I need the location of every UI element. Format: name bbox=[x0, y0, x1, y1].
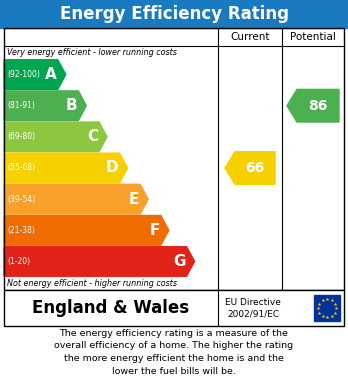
Text: (81-91): (81-91) bbox=[7, 101, 35, 110]
Text: (39-54): (39-54) bbox=[7, 195, 35, 204]
Text: (92-100): (92-100) bbox=[7, 70, 40, 79]
Text: D: D bbox=[106, 160, 119, 176]
Bar bbox=[4, 290, 344, 326]
Text: (69-80): (69-80) bbox=[7, 133, 35, 142]
Bar bbox=[0, 0, 348, 28]
Bar bbox=[314, 295, 340, 321]
Text: EU Directive
2002/91/EC: EU Directive 2002/91/EC bbox=[225, 298, 281, 318]
Text: B: B bbox=[66, 98, 77, 113]
Text: Potential: Potential bbox=[290, 32, 336, 42]
Text: Energy Efficiency Rating: Energy Efficiency Rating bbox=[60, 5, 288, 23]
Text: A: A bbox=[45, 67, 57, 82]
Text: (55-68): (55-68) bbox=[7, 163, 35, 172]
Text: Very energy efficient - lower running costs: Very energy efficient - lower running co… bbox=[7, 48, 177, 57]
Text: G: G bbox=[173, 254, 185, 269]
Text: 66: 66 bbox=[245, 161, 264, 175]
Text: E: E bbox=[129, 192, 139, 206]
Polygon shape bbox=[4, 153, 128, 183]
Polygon shape bbox=[4, 184, 148, 214]
Polygon shape bbox=[225, 152, 275, 184]
Text: England & Wales: England & Wales bbox=[32, 299, 190, 317]
Text: 86: 86 bbox=[308, 99, 328, 113]
Polygon shape bbox=[4, 122, 107, 152]
Polygon shape bbox=[4, 91, 86, 120]
Polygon shape bbox=[287, 90, 339, 122]
Text: C: C bbox=[87, 129, 98, 144]
Polygon shape bbox=[4, 60, 66, 90]
Text: F: F bbox=[149, 223, 160, 238]
Polygon shape bbox=[4, 247, 195, 276]
Polygon shape bbox=[4, 215, 169, 245]
Text: (1-20): (1-20) bbox=[7, 257, 30, 266]
Text: (21-38): (21-38) bbox=[7, 226, 35, 235]
Text: Not energy efficient - higher running costs: Not energy efficient - higher running co… bbox=[7, 279, 177, 288]
Bar bbox=[4, 28, 344, 290]
Text: The energy efficiency rating is a measure of the
overall efficiency of a home. T: The energy efficiency rating is a measur… bbox=[54, 329, 294, 375]
Text: Current: Current bbox=[230, 32, 270, 42]
